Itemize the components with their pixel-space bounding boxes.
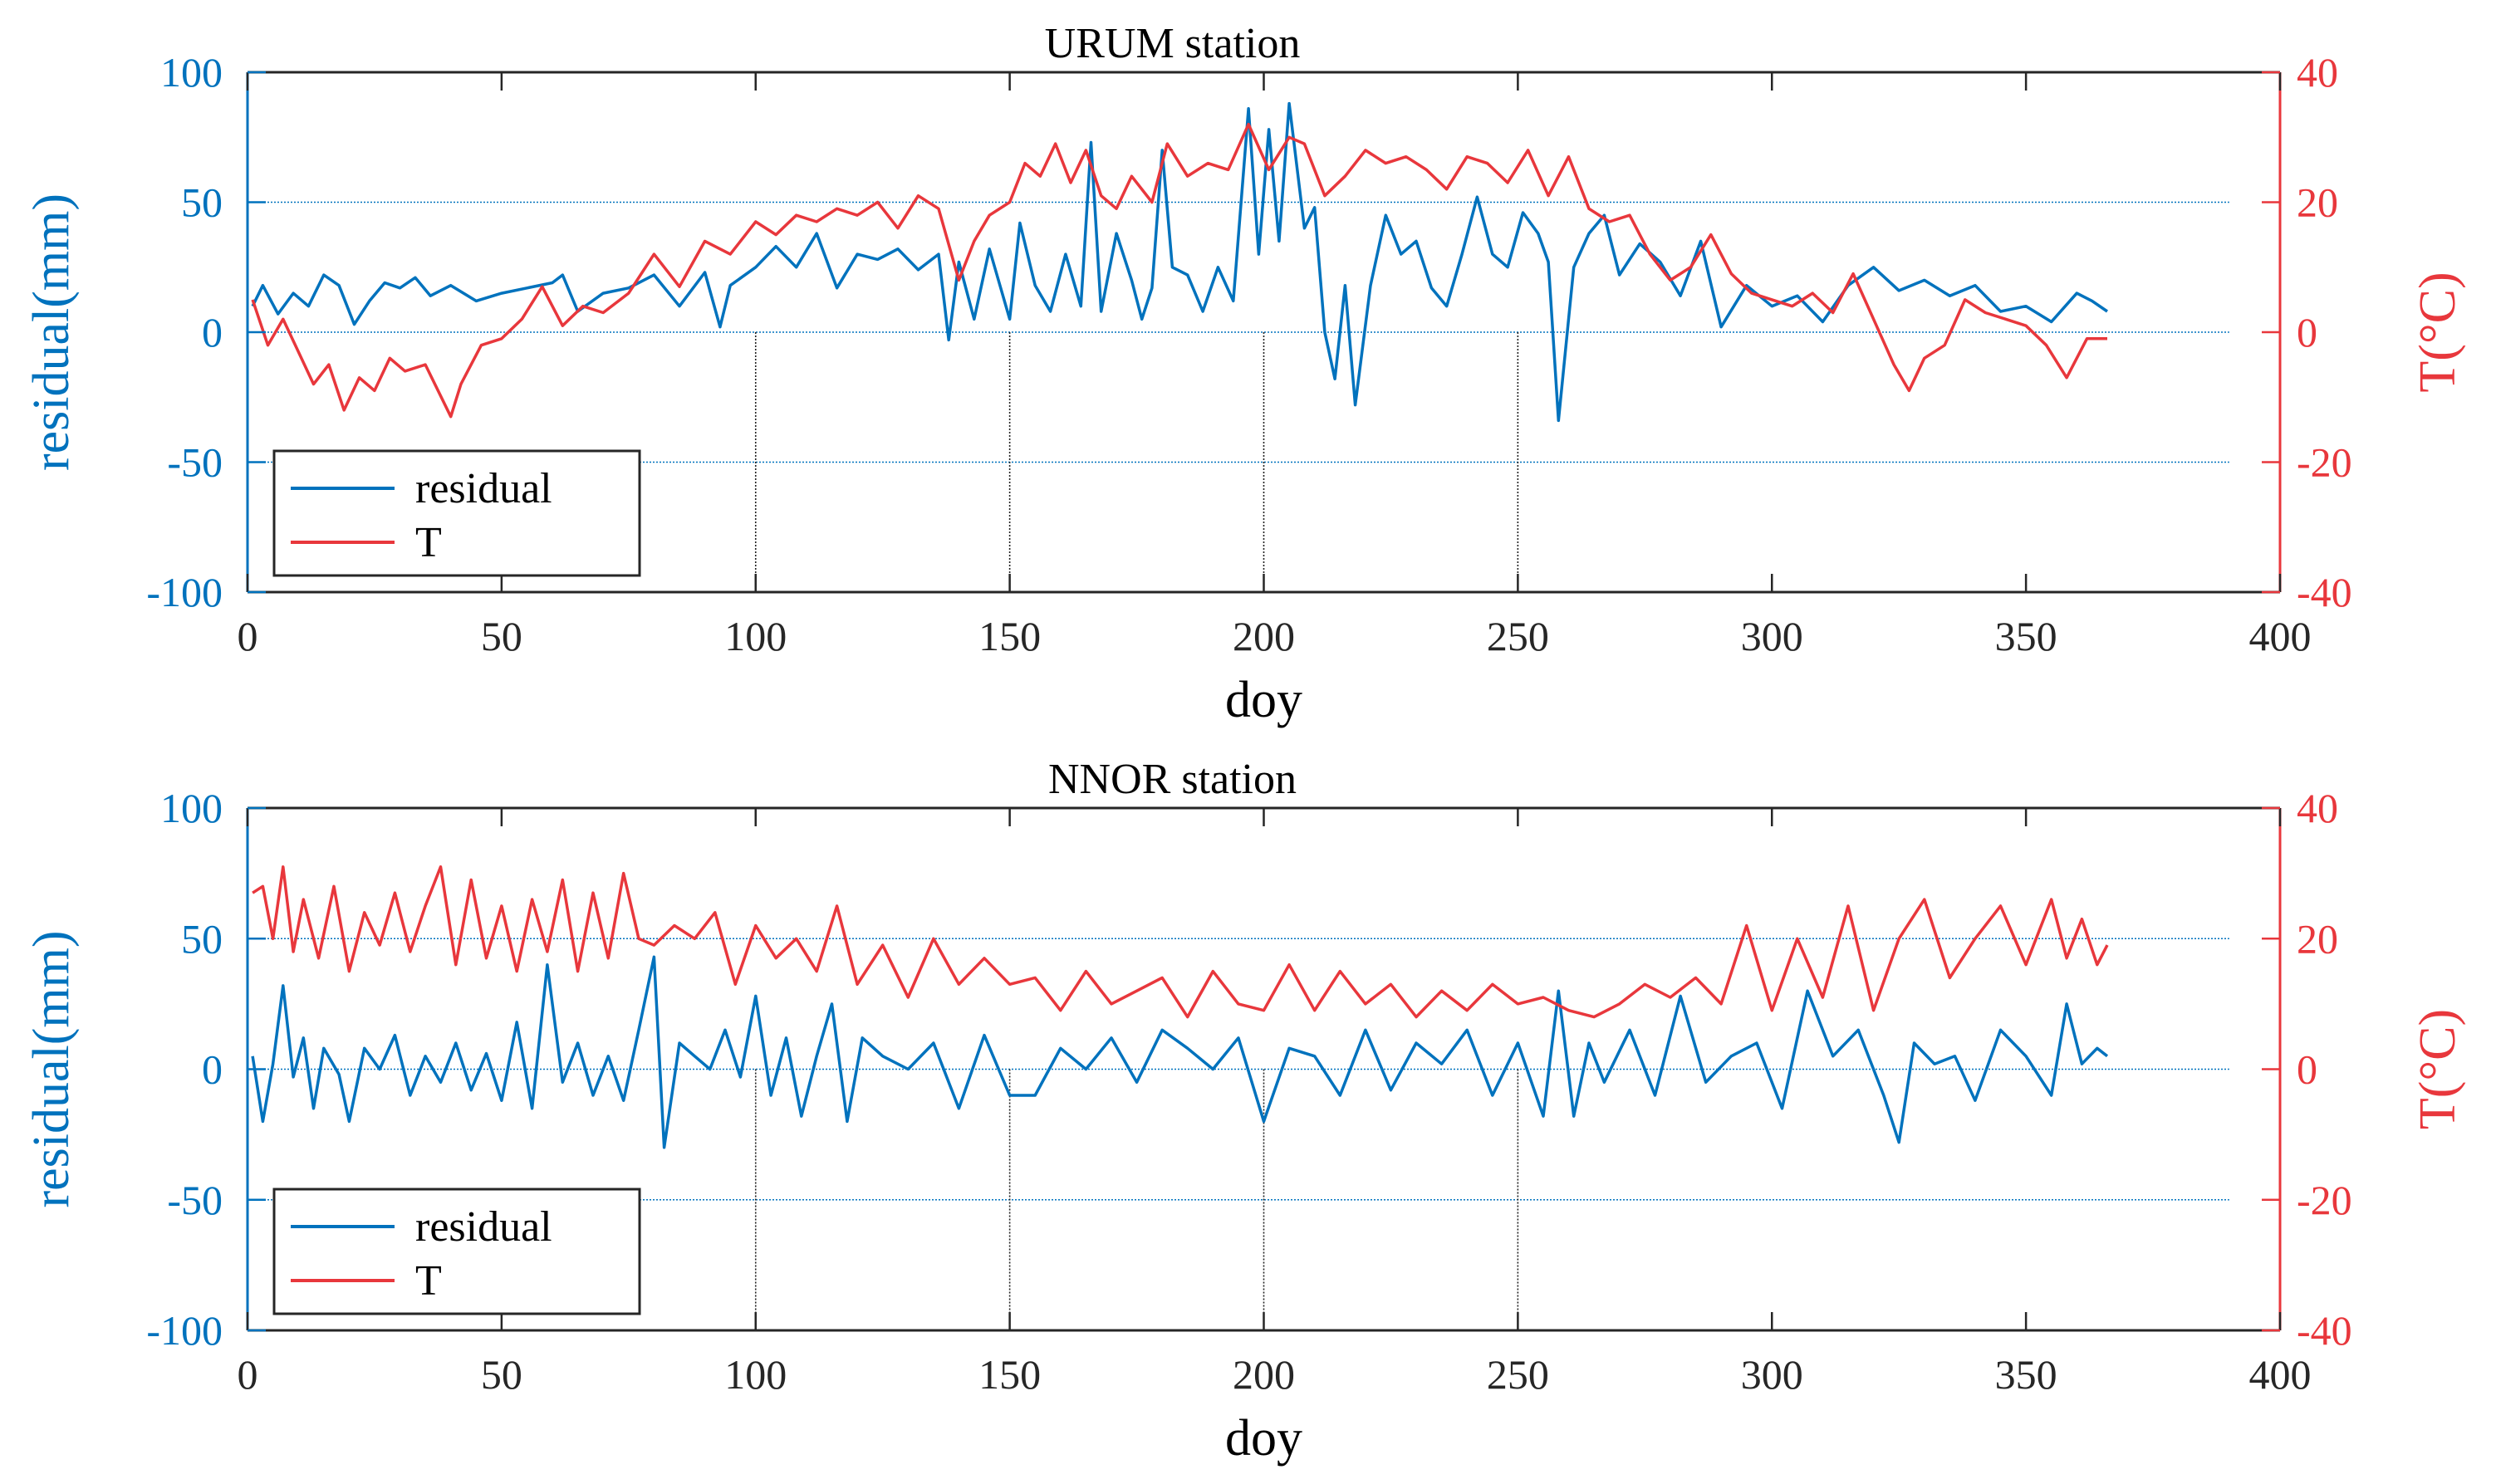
left-y-tick-label: 100	[160, 49, 223, 96]
right-y-tick-label: 20	[2297, 915, 2338, 962]
x-tick-label: 150	[978, 613, 1041, 659]
right-y-tick-label: -20	[2297, 439, 2352, 486]
series-line-residual	[251, 101, 2108, 423]
series-line-t	[251, 122, 2107, 419]
x-axis-label: doy	[1225, 1410, 1302, 1467]
x-tick-label: 150	[978, 1351, 1041, 1398]
legend-label-residual: residual	[415, 465, 552, 512]
left-y-tick-label: -50	[167, 439, 223, 486]
chart-title: NNOR station	[1048, 756, 1297, 803]
right-y-tick-label: -40	[2297, 1307, 2352, 1354]
x-tick-label: 0	[238, 613, 258, 659]
x-tick-label: 400	[2249, 1351, 2312, 1398]
right-y-tick-label: 40	[2297, 49, 2338, 96]
legend-label-t: T	[415, 519, 442, 566]
x-tick-label: 400	[2249, 613, 2312, 659]
left-y-tick-label: 100	[160, 785, 223, 831]
right-y-tick-label: 20	[2297, 179, 2338, 226]
x-tick-label: 100	[724, 613, 787, 659]
x-tick-label: 100	[724, 1351, 787, 1398]
series-line-residual	[251, 955, 2109, 1149]
x-axis-label: doy	[1225, 672, 1302, 728]
legend-label-residual: residual	[415, 1203, 552, 1251]
right-y-tick-label: -20	[2297, 1177, 2352, 1223]
left-y-tick-label: 50	[181, 179, 223, 226]
left-y-tick-label: 0	[202, 1046, 223, 1093]
right-y-tick-label: -40	[2297, 569, 2352, 615]
x-tick-label: 250	[1487, 1351, 1549, 1398]
legend-box	[272, 1188, 641, 1315]
plot-layer	[246, 71, 2282, 594]
x-tick-label: 350	[1995, 613, 2057, 659]
right-y-tick-label: 0	[2297, 1046, 2317, 1093]
x-tick-label: 200	[1233, 613, 1295, 659]
right-y-axis-label: T(°C)	[2410, 272, 2466, 392]
legend-label-t: T	[415, 1257, 442, 1305]
x-tick-label: 300	[1741, 1351, 1803, 1398]
left-y-tick-label: 0	[202, 309, 223, 355]
series-line-t	[252, 865, 2109, 1019]
legend-box	[272, 449, 641, 577]
chart-title: URUM station	[1045, 20, 1301, 67]
plot-layer	[246, 806, 2282, 1332]
right-y-axis-label: T(°C)	[2410, 1009, 2466, 1129]
left-y-axis-label: residual(mm)	[23, 930, 80, 1207]
x-tick-label: 50	[481, 613, 522, 659]
x-tick-label: 0	[238, 1351, 258, 1398]
left-y-tick-label: -100	[146, 569, 223, 615]
right-y-tick-label: 0	[2297, 309, 2317, 355]
left-y-axis-label: residual(mm)	[23, 193, 80, 471]
x-tick-label: 300	[1741, 613, 1803, 659]
x-tick-label: 50	[481, 1351, 522, 1398]
panel-urum: URUM station doy residual(mm) T(°C) resi…	[23, 20, 2466, 728]
x-tick-label: 250	[1487, 613, 1549, 659]
x-tick-label: 200	[1233, 1351, 1295, 1398]
left-y-tick-label: 50	[181, 915, 223, 962]
x-tick-label: 350	[1995, 1351, 2057, 1398]
right-y-tick-label: 40	[2297, 785, 2338, 831]
panel-nnor: NNOR station doy residual(mm) T(°C) resi…	[23, 756, 2466, 1467]
left-y-tick-label: -100	[146, 1307, 223, 1354]
left-y-tick-label: -50	[167, 1177, 223, 1223]
